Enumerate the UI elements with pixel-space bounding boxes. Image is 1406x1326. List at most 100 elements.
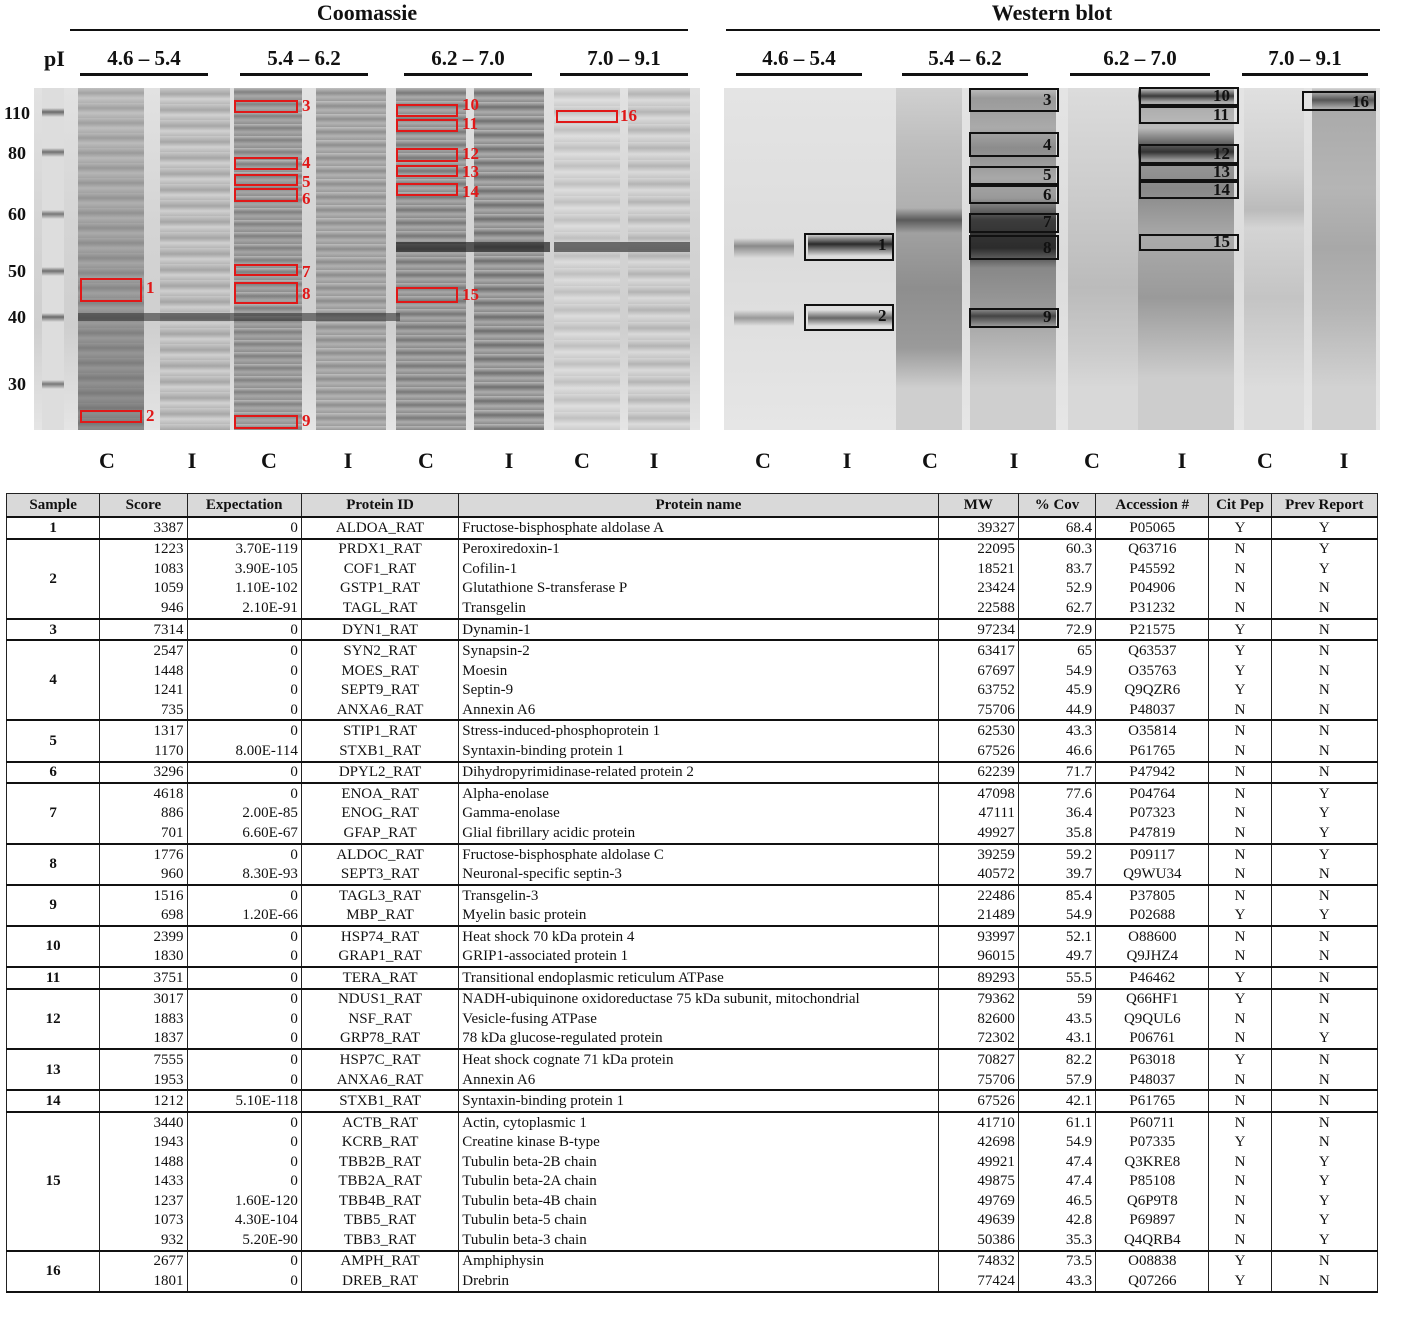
mw-marker-40: 40 [8,307,26,327]
cell-protein-id: PRDX1_RAT [300,537,460,560]
cell-cit-pep: Y [1208,516,1272,539]
cell-score: 2677 [99,1249,188,1272]
cell-mw: 67526 [937,741,1019,762]
cell-score: 1830 [99,946,188,968]
cell-protein-id: ACTB_RAT [300,1110,460,1133]
table-row: 735 0 ANXA6_RAT Annexin A6 75706 44.9 P48037 N N [7,699,1379,721]
table-row: 1830 0 GRAP1_RAT GRIP1-associated protein 1… [7,946,1379,968]
cell-mw: 89293 [937,966,1019,989]
cell-cit-pep: N [1208,946,1272,968]
cell-protein-id: HSP7C_RAT [300,1048,460,1070]
cell-mw: 49927 [937,823,1019,844]
cell-protein-name: Stress-induced-phosphoprotein 1 [458,719,939,742]
cell-mw: 62239 [937,760,1019,784]
table-row: 13 7555 0 HSP7C_RAT Heat shock cognate 71 kD… [5,1048,1379,1091]
cell-accession: O35814 [1095,719,1210,742]
cell-expectation: 0 [186,1110,302,1133]
western-box-10 [1139,87,1239,106]
coomassie-box-label-14: 14 [462,182,479,201]
coomassie-lane-6 [474,88,544,430]
cell-prev-report: Y [1270,782,1379,804]
cell-mw: 47111 [937,803,1019,824]
cell-accession: P47819 [1095,823,1210,844]
table-body: 1 3387 0 ALDOA_RAT Fructose-bisphosphate ald… [5,516,1379,1293]
coomassie-lane-3 [234,88,302,430]
coomassie-box-11 [396,119,458,132]
cell-cov: 54.9 [1017,1132,1097,1152]
cell-accession: P48037 [1095,1069,1210,1091]
cell-expectation: 0 [186,1069,302,1091]
cell-prev-report: N [1270,680,1379,700]
cell-mw: 75706 [937,1069,1019,1091]
cell-expectation: 2.10E-91 [186,598,302,619]
cell-accession: Q6P9T8 [1095,1191,1210,1211]
cell-mw: 21489 [937,905,1019,926]
pi-label: pI [44,46,65,71]
lane-code-15: C [1257,448,1273,473]
cell-mw: 96015 [937,946,1019,968]
western-range-1: 4.6 – 5.4 [762,46,836,70]
cell-sample: 7 [5,782,101,844]
coomassie-lane-2 [160,88,230,430]
cell-protein-id: HSP74_RAT [300,924,460,947]
cell-prev-report: N [1270,617,1379,641]
cell-accession: P07323 [1095,803,1210,824]
cell-protein-name: Moesin [458,660,939,681]
coomassie-box-4 [234,157,298,170]
cell-cov: 59 [1017,987,1097,1010]
cell-cit-pep: N [1208,803,1272,824]
western-title-rule [726,29,1380,31]
cell-protein-name: Glial fibrillary acidic protein [458,823,939,844]
coomassie-box-1 [80,278,142,302]
table-row: 7 4618 0 ENOA_RAT Alpha-enolase 47098 77.6 P047… [5,782,1379,844]
cell-mw: 82600 [937,1009,1019,1029]
table-row: 960 8.30E-93 SEPT3_RAT Neuronal-specific se… [7,864,1379,885]
cell-sample: 13 [5,1048,101,1091]
cell-score: 932 [99,1230,188,1251]
cell-protein-name: Neuronal-specific septin-3 [458,864,939,885]
cell-cit-pep: Y [1208,617,1272,641]
table-row: 1801 0 DREB_RAT Drebrin 77424 43.3 Q07266 Y N [7,1271,1379,1293]
cell-score: 4618 [99,782,188,804]
cell-accession: P45592 [1095,559,1210,579]
cell-protein-id: MOES_RAT [300,660,460,681]
mw-marker-110: 110 [4,103,31,123]
western-box-label-10: 10 [1213,86,1230,105]
cell-score: 7555 [99,1048,188,1070]
cell-expectation: 3.90E-105 [186,559,302,579]
cell-prev-report: N [1270,660,1379,681]
cell-accession: Q9QUL6 [1095,1009,1210,1029]
cell-prev-report: Y [1270,1230,1379,1251]
cell-protein-id: TAGL_RAT [300,598,460,619]
cell-score: 1073 [99,1210,188,1231]
cell-cov: 68.4 [1017,516,1097,539]
header-cit-pep: Cit Pep [1208,493,1272,518]
western-range-2: 5.4 – 6.2 [928,46,1002,70]
cell-mw: 50386 [937,1230,1019,1251]
cell-prev-report: N [1270,924,1379,947]
cell-mw: 22095 [937,537,1019,560]
table-row: 6 3296 0 DPYL2_RAT Dihydropyrimidinase-relat… [5,760,1379,784]
cell-prev-report: N [1270,946,1379,968]
western-box-15 [1139,234,1239,251]
western-box-label-4: 4 [1043,135,1052,154]
cell-cit-pep: N [1208,537,1272,560]
western-box-7 [969,213,1059,233]
cell-prev-report: N [1270,699,1379,721]
cell-protein-name: 78 kDa glucose-regulated protein [458,1028,939,1050]
cell-cov: 49.7 [1017,946,1097,968]
marker-lane [42,88,64,430]
cell-protein-name: Transgelin-3 [458,883,939,906]
western-box-label-1: 1 [878,235,887,254]
cell-cov: 42.8 [1017,1210,1097,1231]
cell-protein-name: Myelin basic protein [458,905,939,926]
cell-score: 1083 [99,559,188,579]
cell-protein-name: Tubulin beta-2B chain [458,1151,939,1172]
figure: Coomassie Western blot 4.6 – 5.4 5.4 – 6… [0,0,1406,485]
cell-cov: 52.1 [1017,924,1097,947]
coomassie-box-10 [396,104,458,117]
cell-score: 946 [99,598,188,619]
table-row: 1170 8.00E-114 STXB1_RAT Syntaxin-binding p… [7,741,1379,762]
cell-prev-report: N [1270,987,1379,1010]
western-title: Western blot [991,0,1113,25]
